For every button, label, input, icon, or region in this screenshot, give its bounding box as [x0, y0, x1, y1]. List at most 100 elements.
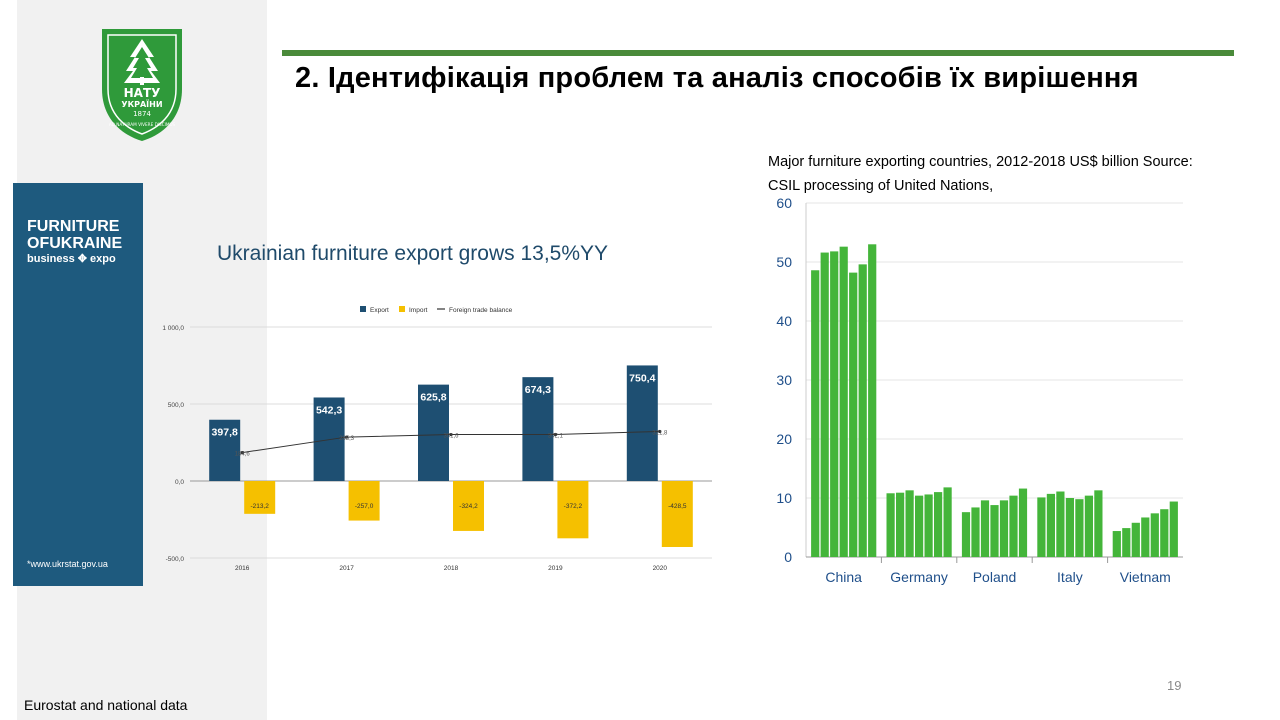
furniture-of-ukraine-banner: FURNITURE OFUKRAINE business ✥ expo *www… [13, 183, 143, 586]
c1-xtick-label: 2016 [235, 565, 250, 572]
c1-export-bar [522, 377, 554, 481]
c2-bar [1112, 531, 1121, 557]
c2-ytick-label: 20 [776, 431, 792, 447]
c2-bar [896, 492, 905, 557]
c2-xtick-label: Poland [973, 569, 1017, 585]
c1-xtick-label: 2017 [339, 565, 354, 572]
c1-import-label: -372,2 [564, 503, 583, 510]
title-rule [282, 50, 1234, 56]
c1-balance-point [553, 432, 558, 437]
c1-import-label: -213,2 [250, 503, 269, 510]
c1-balance-label: 285,3 [339, 436, 355, 442]
c2-xtick-label: Vietnam [1120, 569, 1171, 585]
c2-xtick-label: China [825, 569, 862, 585]
c2-bar [849, 272, 858, 557]
c2-bar [1046, 493, 1055, 557]
c1-ytick-label: 0,0 [175, 479, 184, 486]
c2-xtick-label: Italy [1057, 569, 1083, 585]
c1-ytick-label: 1 000,0 [162, 325, 184, 332]
banner-line-1: FURNITURE [27, 218, 120, 235]
banner-subtitle: business ✥ expo [27, 253, 116, 265]
c2-bar [820, 252, 829, 557]
banner-line-2: OFUKRAINE [27, 235, 123, 252]
c2-ytick-label: 40 [776, 313, 792, 329]
c1-legend-swatch [360, 306, 366, 312]
c2-bar [839, 246, 848, 557]
logo-motto: AD NATURAM VIVERE DISCIMUS [109, 122, 176, 127]
c1-export-label: 750,4 [629, 372, 655, 384]
c1-xtick-label: 2020 [653, 565, 668, 572]
c1-import-label: -324,2 [459, 503, 478, 510]
c2-bar [971, 507, 980, 557]
c2-bar [943, 487, 952, 557]
c2-ytick-label: 0 [784, 549, 792, 565]
banner-source: *www.ukrstat.gov.ua [27, 559, 108, 569]
page-number: 19 [1167, 678, 1182, 693]
c1-balance-point [345, 435, 349, 439]
c1-export-bar [209, 419, 241, 481]
c1-import-bar [453, 481, 484, 531]
c2-bar [1141, 517, 1150, 557]
c1-export-label: 542,3 [316, 404, 342, 416]
c2-xtick-label: Germany [890, 569, 948, 585]
c2-bar [1075, 499, 1084, 557]
c2-bar [1018, 488, 1028, 557]
c2-bar [1037, 497, 1046, 557]
c1-balance-label: 302,1 [548, 433, 564, 439]
footer-source: Eurostat and national data [24, 697, 188, 713]
chart2-caption: Major furniture exporting countries, 201… [768, 154, 1193, 194]
slide-title: 2. Ідентифікація проблем та аналіз спосо… [295, 62, 1139, 94]
c2-bar [1084, 495, 1093, 557]
c1-import-bar [348, 481, 380, 521]
c2-bar [999, 500, 1009, 557]
c1-xtick-label: 2019 [548, 565, 563, 572]
c2-ytick-label: 50 [776, 254, 792, 270]
c2-ytick-label: 10 [776, 490, 792, 506]
c2-bar [980, 500, 990, 557]
c1-balance-point [449, 432, 453, 437]
c1-ytick-label: 500,0 [168, 402, 185, 409]
c2-bar [990, 505, 999, 557]
logo-text-sub: УКРАЇНИ [121, 99, 162, 109]
c1-balance-label: 184,6 [235, 452, 251, 458]
c2-bar [830, 251, 839, 557]
c2-ytick-label: 30 [776, 372, 792, 388]
c1-balance-label: 301,6 [443, 434, 459, 440]
c2-bar [1160, 509, 1169, 557]
c1-export-label: 674,3 [525, 384, 551, 396]
c1-export-label: 397,8 [212, 427, 238, 439]
c1-legend-label: Foreign trade balance [449, 307, 513, 314]
c1-export-bar [418, 384, 449, 481]
c2-bar [1131, 522, 1140, 557]
c2-bar [934, 492, 943, 557]
c1-import-bar [557, 481, 589, 539]
logo-text-main: НАТУ [124, 86, 161, 100]
c1-import-label: -428,5 [668, 503, 687, 510]
c2-bar [1009, 495, 1018, 557]
c2-bar [1150, 513, 1159, 557]
c1-import-bar [244, 481, 276, 514]
c1-balance-point [240, 450, 244, 455]
c1-export-bar [626, 365, 658, 481]
c1-ytick-label: -500,0 [166, 556, 185, 563]
natu-logo-icon: НАТУ УКРАЇНИ 1874 AD NATURAM VIVERE DISC… [102, 29, 182, 141]
c1-legend-label: Export [370, 307, 389, 314]
c1-xtick-label: 2018 [444, 565, 459, 572]
c2-ytick-label: 60 [776, 195, 792, 211]
chart1-title: Ukrainian furniture export grows 13,5%YY [217, 242, 609, 265]
c2-bar [886, 493, 895, 557]
c2-bar [1094, 490, 1103, 557]
c1-balance-point [658, 429, 662, 434]
c2-bar [868, 244, 877, 558]
c1-legend-swatch [399, 306, 405, 312]
c2-bar [811, 270, 820, 557]
c2-bar [915, 495, 924, 557]
c2-bar [1122, 528, 1131, 557]
c2-bar [961, 512, 971, 557]
logo-year: 1874 [133, 110, 151, 118]
c2-bar [924, 494, 933, 557]
c2-bar [1065, 498, 1074, 557]
c1-import-label: -257,0 [355, 503, 374, 510]
c2-bar [1056, 491, 1065, 557]
